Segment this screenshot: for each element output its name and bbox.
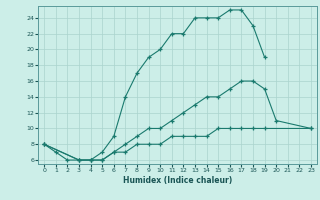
X-axis label: Humidex (Indice chaleur): Humidex (Indice chaleur) bbox=[123, 176, 232, 185]
